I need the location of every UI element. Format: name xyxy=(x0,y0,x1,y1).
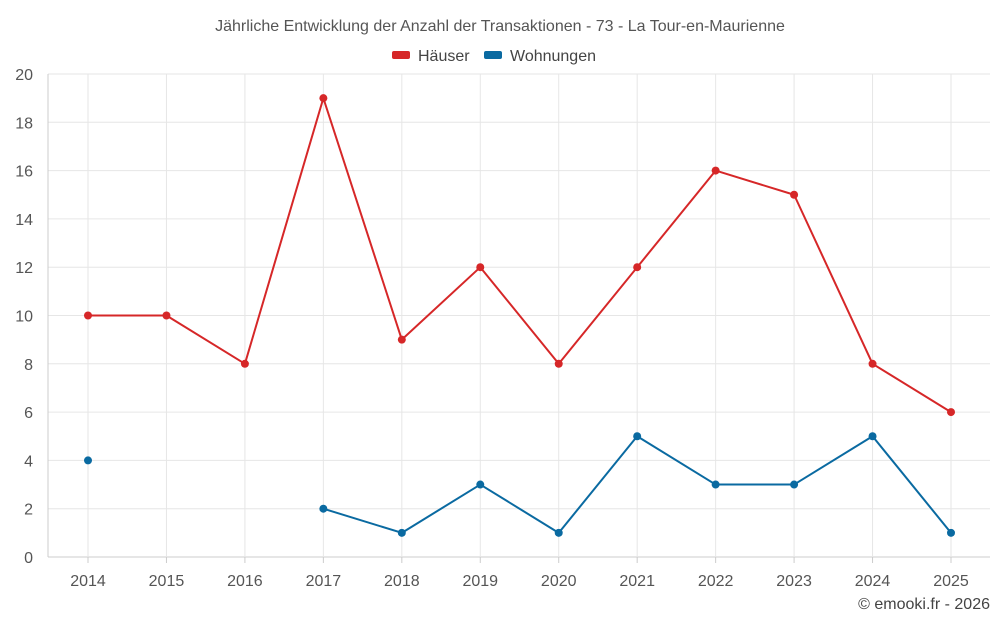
y-tick-label: 8 xyxy=(24,357,33,374)
y-tick-label: 2 xyxy=(24,502,33,519)
data-point-haeuser-2022[interactable] xyxy=(711,166,720,175)
data-point-haeuser-2018[interactable] xyxy=(397,335,406,344)
x-tick-label: 2021 xyxy=(619,573,655,590)
data-point-wohnungen-2019[interactable] xyxy=(476,480,485,489)
legend-swatch-haeuser xyxy=(392,51,410,59)
x-tick-label: 2017 xyxy=(306,573,342,590)
legend-item-wohnungen[interactable]: Wohnungen xyxy=(484,48,596,65)
y-tick-label: 6 xyxy=(24,405,33,422)
x-tick-label: 2015 xyxy=(149,573,185,590)
data-point-wohnungen-2014[interactable] xyxy=(84,456,92,465)
data-point-wohnungen-2022[interactable] xyxy=(711,480,720,489)
data-point-wohnungen-2023[interactable] xyxy=(790,480,799,489)
data-point-haeuser-2017[interactable] xyxy=(319,94,328,103)
y-tick-label: 18 xyxy=(15,115,33,132)
y-tick-label: 16 xyxy=(15,164,33,181)
data-point-wohnungen-2025[interactable] xyxy=(947,528,955,537)
y-tick-label: 10 xyxy=(15,309,33,326)
data-point-haeuser-2021[interactable] xyxy=(633,263,642,272)
data-point-haeuser-2015[interactable] xyxy=(162,311,171,320)
data-point-wohnungen-2020[interactable] xyxy=(554,528,563,537)
y-axis: 0 2 4 6 8 10 12 14 16 18 20 xyxy=(15,67,33,567)
data-point-haeuser-2016[interactable] xyxy=(240,359,249,368)
data-point-wohnungen-2018[interactable] xyxy=(397,528,406,537)
data-point-haeuser-2020[interactable] xyxy=(554,359,563,368)
data-point-wohnungen-2017[interactable] xyxy=(319,504,328,513)
y-tick-label: 20 xyxy=(15,67,33,84)
x-tick-label: 2019 xyxy=(462,573,498,590)
data-point-wohnungen-2021[interactable] xyxy=(633,432,642,441)
x-tick-label: 2023 xyxy=(776,573,812,590)
y-tick-label: 14 xyxy=(15,212,33,229)
x-axis: 2014 2015 2016 2017 2018 2019 2020 2021 2022 2023… xyxy=(70,557,969,590)
credit-text: © emooki.fr - 2026 xyxy=(858,596,990,613)
x-tick-label: 2025 xyxy=(933,573,969,590)
x-tick-label: 2016 xyxy=(227,573,263,590)
x-tick-label: 2014 xyxy=(70,573,106,590)
data-point-haeuser-2014[interactable] xyxy=(84,311,92,320)
legend-swatch-wohnungen xyxy=(484,51,502,59)
x-tick-label: 2020 xyxy=(541,573,577,590)
data-point-haeuser-2019[interactable] xyxy=(476,263,485,272)
y-tick-label: 12 xyxy=(15,260,33,277)
series-layer xyxy=(84,94,955,537)
data-point-haeuser-2023[interactable] xyxy=(790,190,799,199)
x-tick-label: 2022 xyxy=(698,573,734,590)
legend-item-haeuser[interactable]: Häuser xyxy=(392,48,470,65)
chart-title: Jährliche Entwicklung der Anzahl der Tra… xyxy=(215,18,785,35)
data-point-wohnungen-2024[interactable] xyxy=(868,432,877,441)
y-tick-label: 0 xyxy=(24,550,33,567)
y-tick-label: 4 xyxy=(24,453,33,470)
data-point-haeuser-2024[interactable] xyxy=(868,359,877,368)
data-point-haeuser-2025[interactable] xyxy=(947,408,955,417)
series-line-haeuser xyxy=(88,97,952,413)
legend: Häuser Wohnungen xyxy=(392,48,596,65)
legend-label-wohnungen: Wohnungen xyxy=(510,48,596,65)
x-tick-label: 2018 xyxy=(384,573,420,590)
x-tick-label: 2024 xyxy=(855,573,891,590)
legend-label-haeuser: Häuser xyxy=(418,48,470,65)
